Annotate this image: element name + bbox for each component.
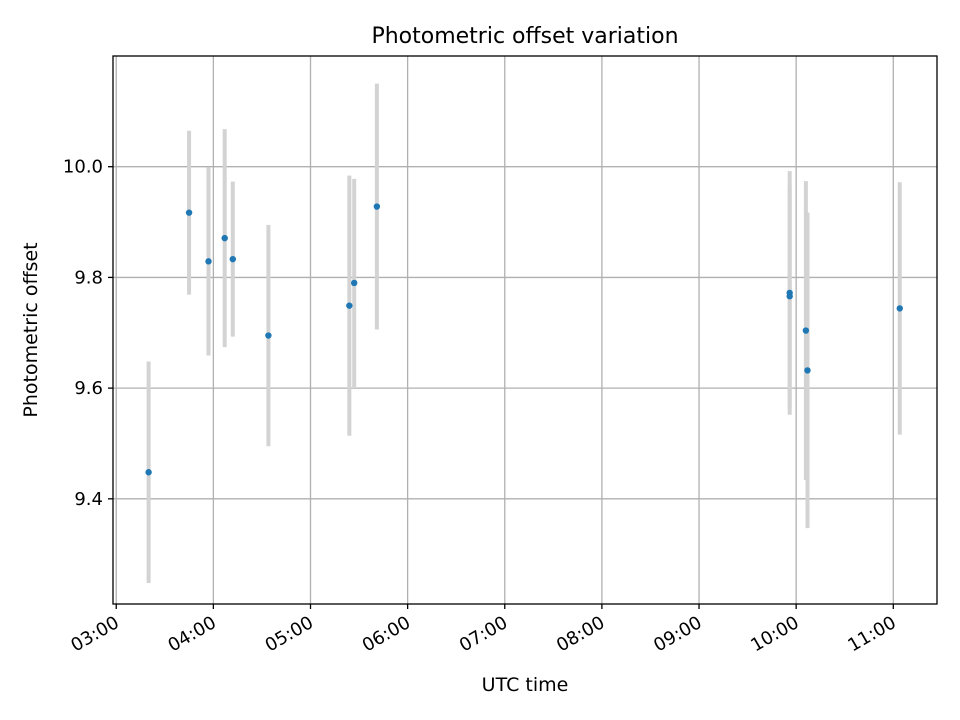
data-markers <box>145 203 903 476</box>
x-tick-label: 09:00 <box>650 612 705 656</box>
x-tick-label: 04:00 <box>164 612 219 656</box>
x-tick-label: 05:00 <box>262 612 317 656</box>
data-point <box>802 327 810 334</box>
x-tick-label: 11:00 <box>844 612 899 656</box>
x-tick-label: 07:00 <box>456 612 511 656</box>
data-point <box>896 305 903 312</box>
data-point <box>185 209 193 216</box>
y-tick-label: 9.8 <box>74 267 103 288</box>
data-point <box>786 293 793 300</box>
data-point <box>346 302 353 309</box>
data-point <box>804 367 811 374</box>
data-point <box>351 279 358 287</box>
x-tick-label: 08:00 <box>553 612 608 656</box>
data-point <box>265 332 272 339</box>
data-point <box>373 203 381 210</box>
data-point <box>145 469 152 476</box>
x-tick-label: 03:00 <box>67 612 122 656</box>
error-bars <box>146 83 902 583</box>
y-tick-label: 10.0 <box>63 157 103 178</box>
y-axis-label: Photometric offset <box>20 242 42 417</box>
x-tick-label: 06:00 <box>359 612 414 656</box>
chart-title: Photometric offset variation <box>371 24 678 49</box>
data-point <box>221 234 228 242</box>
data-point <box>205 258 212 265</box>
x-tick-label: 10:00 <box>747 612 802 656</box>
x-axis-label: UTC time <box>482 674 569 696</box>
plot-area-frame <box>112 55 938 605</box>
data-point <box>229 255 236 263</box>
y-tick-label: 9.4 <box>74 489 103 510</box>
grid-lines <box>113 56 937 604</box>
y-tick-label: 9.6 <box>74 378 103 399</box>
